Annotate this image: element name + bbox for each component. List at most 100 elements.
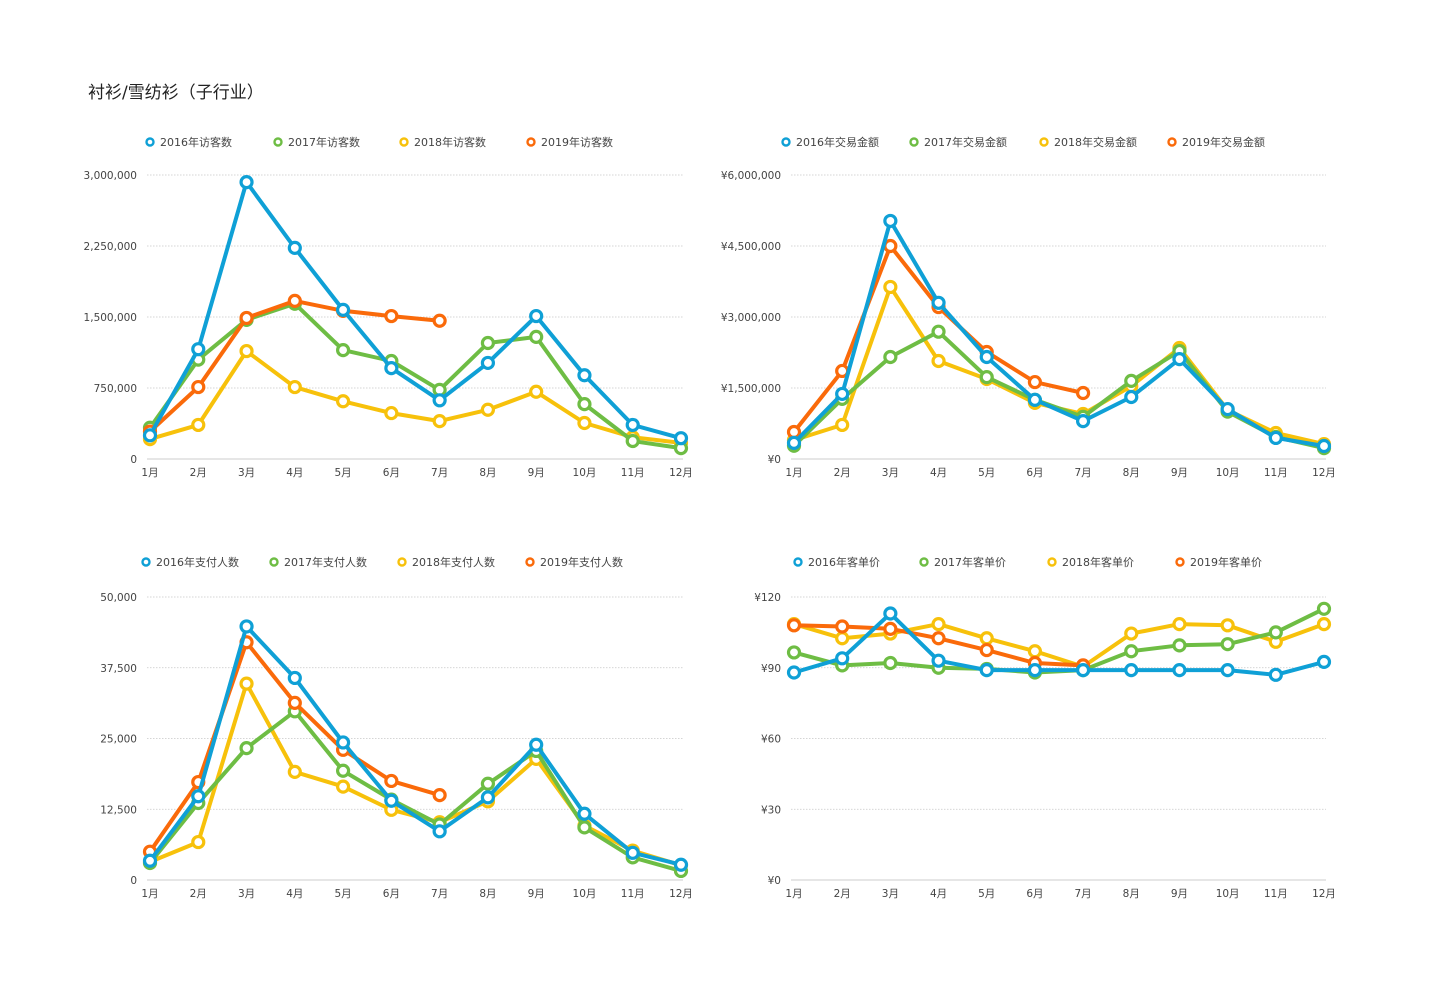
- data-point[interactable]: [1172, 638, 1187, 653]
- data-point[interactable]: [529, 329, 544, 344]
- data-point[interactable]: [931, 631, 946, 646]
- data-point[interactable]: [931, 653, 946, 668]
- data-point[interactable]: [480, 402, 496, 417]
- data-point[interactable]: [786, 665, 802, 680]
- data-point[interactable]: [931, 353, 946, 369]
- data-point[interactable]: [883, 606, 898, 621]
- data-point[interactable]: [384, 308, 399, 324]
- data-point[interactable]: [239, 174, 254, 190]
- data-point[interactable]: [931, 295, 946, 310]
- data-point[interactable]: [1027, 374, 1043, 390]
- data-point[interactable]: [529, 384, 544, 399]
- data-point[interactable]: [979, 349, 994, 365]
- data-point[interactable]: [432, 313, 447, 328]
- legend-item[interactable]: 2016年交易金额: [781, 135, 880, 149]
- data-point[interactable]: [979, 642, 994, 658]
- data-point[interactable]: [287, 764, 302, 779]
- data-point[interactable]: [931, 617, 946, 632]
- data-point[interactable]: [1220, 618, 1235, 633]
- data-point[interactable]: [1268, 430, 1283, 446]
- data-point[interactable]: [979, 663, 994, 678]
- data-point[interactable]: [1124, 626, 1139, 641]
- data-point[interactable]: [786, 645, 802, 660]
- data-point[interactable]: [384, 773, 399, 789]
- data-point[interactable]: [979, 370, 994, 385]
- data-point[interactable]: [577, 820, 592, 835]
- legend-item[interactable]: 2019年客单价: [1175, 555, 1263, 569]
- data-point[interactable]: [1172, 663, 1187, 678]
- data-point[interactable]: [480, 335, 496, 351]
- data-point[interactable]: [1075, 663, 1091, 678]
- data-point[interactable]: [142, 853, 158, 868]
- data-point[interactable]: [883, 655, 898, 671]
- data-point[interactable]: [335, 763, 351, 778]
- data-point[interactable]: [191, 417, 206, 433]
- data-point[interactable]: [883, 621, 898, 636]
- data-point[interactable]: [142, 428, 158, 443]
- legend-item[interactable]: 2017年交易金额: [909, 135, 1008, 149]
- data-point[interactable]: [335, 735, 351, 750]
- data-point[interactable]: [577, 368, 592, 383]
- data-point[interactable]: [191, 789, 206, 804]
- data-point[interactable]: [1075, 414, 1091, 429]
- legend-item[interactable]: 2016年支付人数: [141, 555, 240, 569]
- data-point[interactable]: [239, 619, 254, 634]
- data-point[interactable]: [931, 324, 946, 339]
- data-point[interactable]: [883, 349, 898, 365]
- data-point[interactable]: [239, 741, 254, 756]
- data-point[interactable]: [432, 414, 447, 429]
- data-point[interactable]: [835, 651, 850, 666]
- data-point[interactable]: [287, 695, 302, 710]
- data-point[interactable]: [239, 676, 254, 691]
- data-point[interactable]: [1172, 617, 1187, 632]
- legend-item[interactable]: 2019年支付人数: [525, 555, 624, 569]
- data-point[interactable]: [835, 386, 850, 402]
- legend-item[interactable]: 2017年支付人数: [269, 555, 368, 569]
- data-point[interactable]: [432, 788, 447, 803]
- data-point[interactable]: [1027, 644, 1043, 659]
- data-point[interactable]: [883, 213, 898, 229]
- data-point[interactable]: [883, 279, 898, 295]
- data-point[interactable]: [239, 310, 254, 326]
- data-point[interactable]: [673, 431, 689, 446]
- legend-item[interactable]: 2017年访客数: [273, 135, 361, 149]
- data-point[interactable]: [480, 790, 496, 805]
- data-point[interactable]: [480, 776, 496, 791]
- data-point[interactable]: [786, 435, 802, 451]
- data-point[interactable]: [1075, 385, 1091, 401]
- data-point[interactable]: [1220, 663, 1235, 678]
- legend-item[interactable]: 2016年访客数: [145, 135, 233, 149]
- data-point[interactable]: [335, 779, 351, 794]
- data-point[interactable]: [432, 393, 447, 408]
- data-point[interactable]: [384, 793, 399, 808]
- data-point[interactable]: [577, 415, 592, 431]
- data-point[interactable]: [625, 417, 640, 433]
- data-point[interactable]: [1220, 637, 1235, 652]
- data-point[interactable]: [1124, 389, 1139, 405]
- legend-item[interactable]: 2018年客单价: [1047, 555, 1135, 569]
- data-point[interactable]: [191, 379, 206, 395]
- data-point[interactable]: [625, 433, 640, 449]
- data-point[interactable]: [835, 631, 850, 646]
- data-point[interactable]: [1220, 401, 1235, 417]
- data-point[interactable]: [384, 405, 399, 421]
- data-point[interactable]: [335, 394, 351, 409]
- data-point[interactable]: [529, 737, 544, 752]
- data-point[interactable]: [287, 670, 302, 686]
- data-point[interactable]: [1124, 663, 1139, 678]
- data-point[interactable]: [625, 845, 640, 860]
- data-point[interactable]: [1316, 438, 1332, 454]
- data-point[interactable]: [1268, 625, 1283, 640]
- legend-item[interactable]: 2019年访客数: [526, 135, 614, 149]
- data-point[interactable]: [1027, 392, 1043, 407]
- data-point[interactable]: [1124, 644, 1139, 659]
- legend-item[interactable]: 2018年支付人数: [397, 555, 496, 569]
- data-point[interactable]: [287, 379, 302, 395]
- data-point[interactable]: [239, 343, 254, 359]
- legend-item[interactable]: 2019年交易金额: [1167, 135, 1266, 149]
- data-point[interactable]: [577, 806, 592, 821]
- data-point[interactable]: [480, 355, 496, 371]
- data-point[interactable]: [1268, 667, 1283, 682]
- data-point[interactable]: [673, 857, 689, 872]
- data-point[interactable]: [1316, 617, 1332, 632]
